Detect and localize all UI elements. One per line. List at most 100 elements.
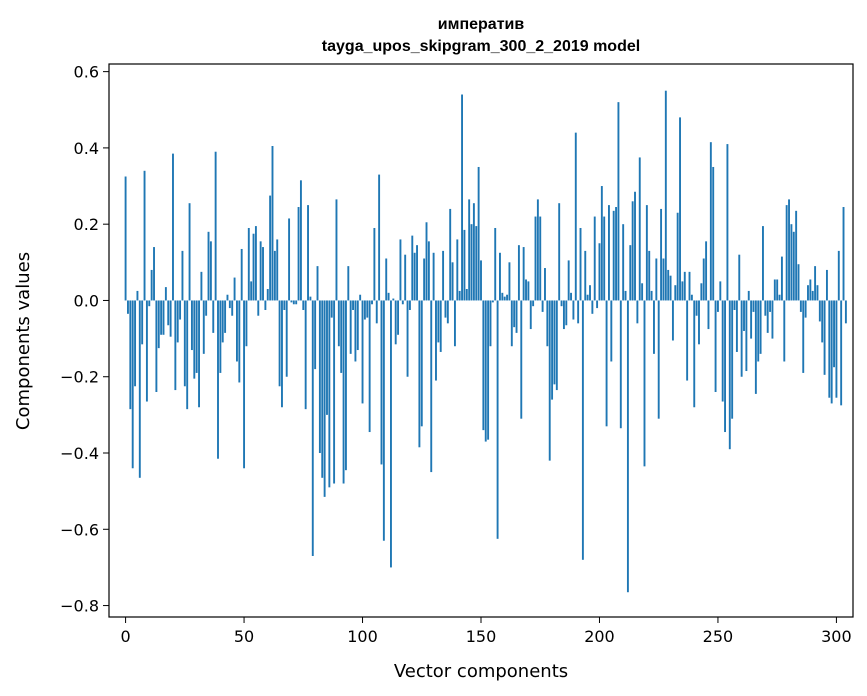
bar xyxy=(828,300,831,398)
bar xyxy=(776,279,779,301)
bar xyxy=(451,262,454,301)
bar xyxy=(565,300,568,326)
bar xyxy=(245,300,248,347)
bar xyxy=(593,216,596,301)
bar xyxy=(598,243,601,301)
bar xyxy=(667,269,670,301)
bar xyxy=(458,290,461,301)
bar xyxy=(432,252,435,301)
bar xyxy=(821,300,824,343)
bar xyxy=(631,201,634,301)
bar xyxy=(480,260,482,301)
bar xyxy=(807,285,809,301)
bar xyxy=(145,300,148,402)
bar xyxy=(731,300,734,419)
bar xyxy=(596,300,599,309)
chart-title-line-2: tayga_upos_skipgram_300_2_2019 model xyxy=(322,38,640,55)
bar xyxy=(638,157,641,301)
bar xyxy=(823,300,826,375)
bar xyxy=(477,166,480,301)
bar xyxy=(449,208,452,301)
bar xyxy=(271,146,274,301)
bar xyxy=(695,300,698,316)
bar xyxy=(482,300,485,431)
bar xyxy=(148,300,151,307)
bar xyxy=(150,269,153,301)
bar xyxy=(551,300,554,400)
bar xyxy=(399,239,402,301)
bar xyxy=(375,300,378,324)
bar xyxy=(712,166,715,301)
bar xyxy=(226,294,229,301)
y-axis-label: Components values xyxy=(13,252,34,430)
bar xyxy=(757,300,760,362)
bar xyxy=(254,226,257,301)
bar xyxy=(442,250,445,301)
bar xyxy=(359,294,362,301)
bar xyxy=(378,174,381,301)
bar xyxy=(321,300,324,478)
bar xyxy=(209,241,212,301)
bar xyxy=(190,300,193,351)
y-tick-label: 0.6 xyxy=(74,63,99,82)
bar xyxy=(240,248,243,301)
bar xyxy=(671,300,674,341)
bar xyxy=(205,300,208,316)
bar xyxy=(484,300,487,442)
bar xyxy=(468,199,471,301)
bar xyxy=(600,186,603,301)
bar xyxy=(344,300,347,471)
bar xyxy=(494,227,497,301)
bar xyxy=(584,250,587,301)
bar xyxy=(626,300,629,593)
bar xyxy=(740,300,743,377)
bar xyxy=(612,210,615,301)
bar xyxy=(814,266,817,301)
bar xyxy=(247,227,250,301)
bar xyxy=(224,300,227,333)
bar xyxy=(624,290,627,301)
bar xyxy=(726,144,729,301)
bar xyxy=(690,294,693,301)
bar xyxy=(311,300,314,556)
bar xyxy=(629,245,632,301)
bar xyxy=(252,233,255,301)
bar xyxy=(657,300,660,419)
y-tick-label: 0.0 xyxy=(74,291,99,310)
bar xyxy=(522,247,525,301)
bar xyxy=(153,247,155,301)
bar xyxy=(515,300,518,333)
bar xyxy=(371,300,373,305)
bar xyxy=(688,271,691,301)
bar xyxy=(795,210,798,301)
bar xyxy=(570,292,572,301)
bar xyxy=(356,300,359,351)
bar xyxy=(340,300,343,373)
bar xyxy=(380,300,383,465)
x-axis: 0 50 100 150 200 250 300 xyxy=(120,617,852,646)
bar xyxy=(662,258,665,301)
bar xyxy=(681,281,684,301)
bar xyxy=(221,300,224,343)
bar xyxy=(702,258,705,301)
bar xyxy=(577,300,580,324)
bar xyxy=(302,300,305,310)
bar xyxy=(707,300,710,330)
bar xyxy=(560,300,563,307)
bar xyxy=(368,300,371,433)
bar xyxy=(323,300,326,497)
bar xyxy=(745,300,748,372)
bar xyxy=(840,300,843,406)
bar xyxy=(257,300,260,316)
bar xyxy=(622,224,625,301)
bar xyxy=(186,300,189,410)
bar xyxy=(679,117,681,301)
chart-title-line-1: императив xyxy=(438,16,525,33)
bar xyxy=(674,285,677,301)
x-tick-label: 300 xyxy=(821,627,852,646)
bar xyxy=(406,300,409,377)
bar xyxy=(719,281,722,301)
bar xyxy=(404,254,407,301)
bar xyxy=(693,300,696,408)
bar xyxy=(771,300,774,339)
